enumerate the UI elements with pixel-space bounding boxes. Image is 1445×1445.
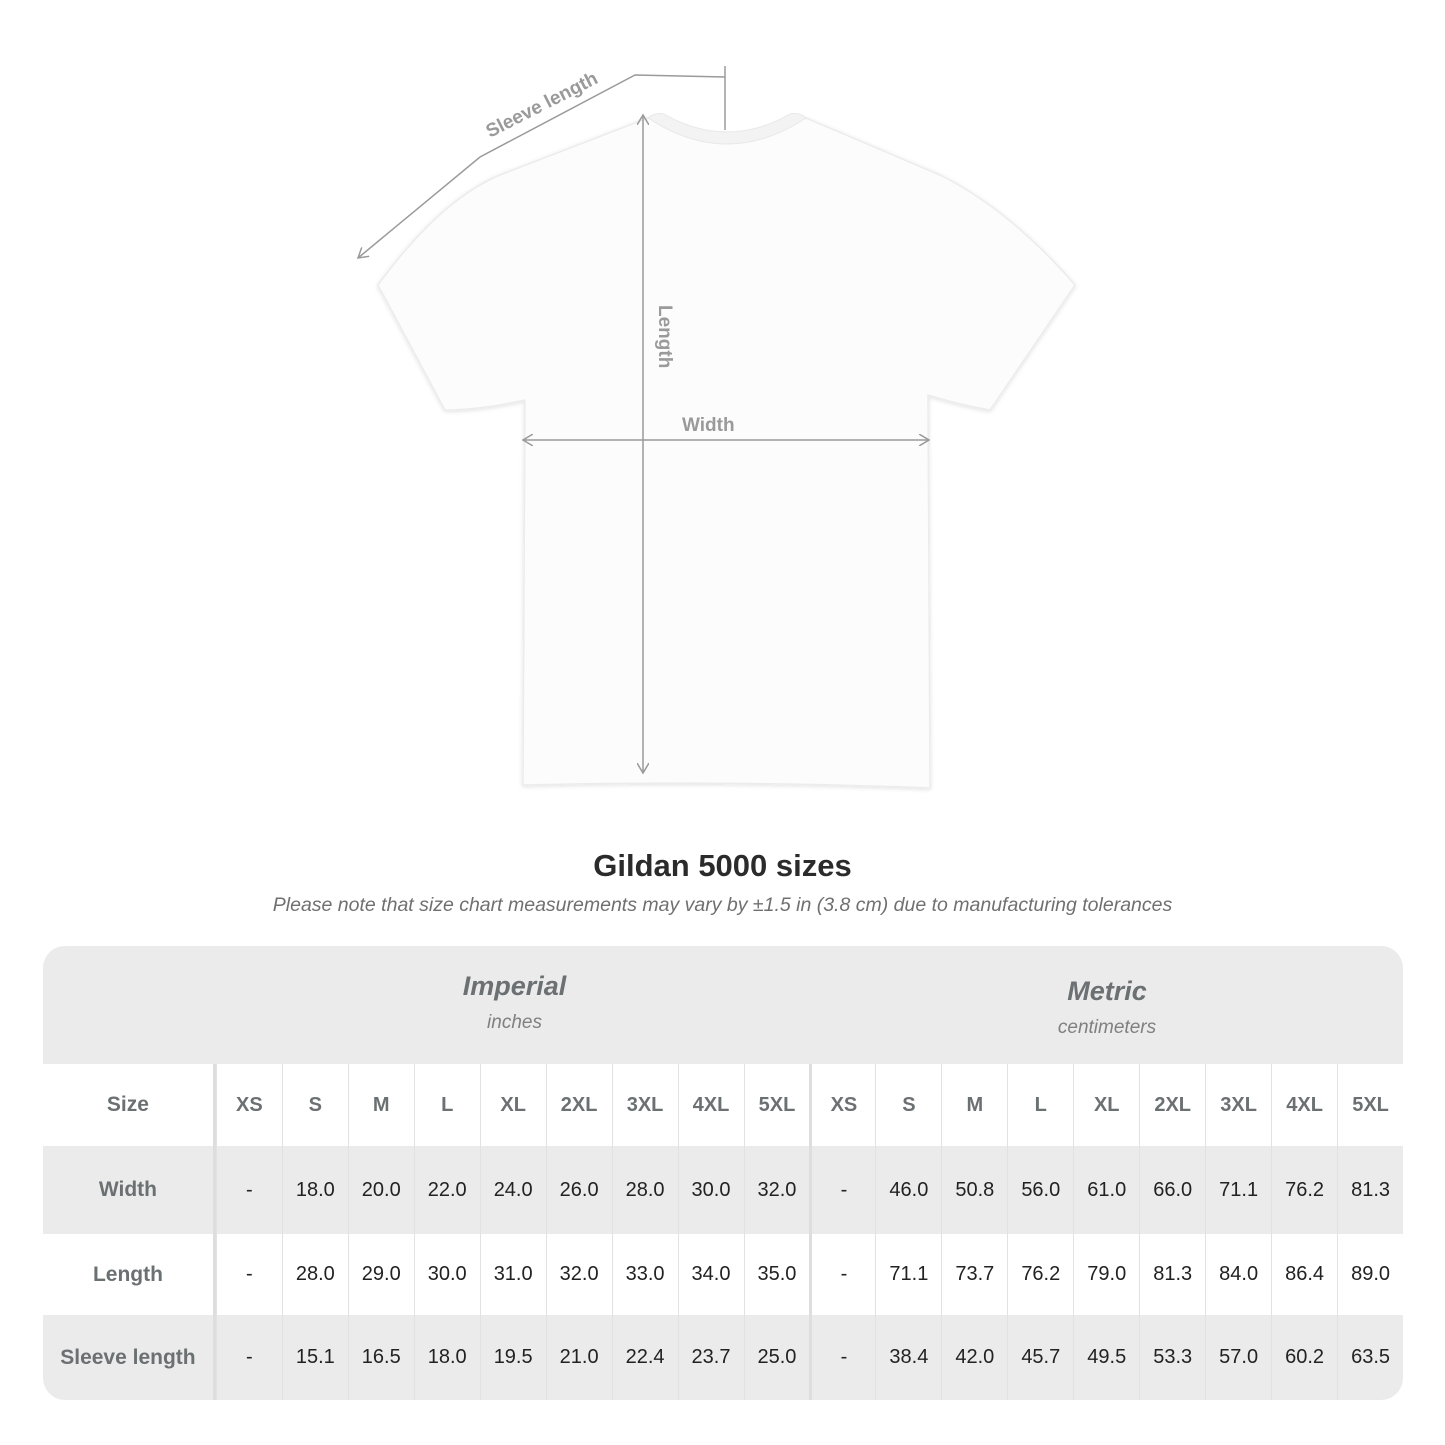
imperial-value: 28.0 (281, 1234, 348, 1315)
sleeve-length-measure-line (358, 66, 726, 258)
metric-size-xs: XS (809, 1064, 875, 1146)
metric-value: 86.4 (1271, 1234, 1337, 1315)
tshirt-shape (377, 117, 1076, 789)
metric-value: - (809, 1315, 875, 1400)
metric-size-4xl: 4XL (1271, 1064, 1337, 1146)
metric-title: Metric (1067, 976, 1147, 1006)
row-label: Width (43, 1146, 216, 1234)
tolerance-note: Please note that size chart measurements… (272, 894, 1173, 916)
row-label: Length (43, 1234, 216, 1315)
imperial-value: 16.5 (347, 1315, 414, 1400)
imperial-value: 20.0 (347, 1146, 414, 1234)
imperial-value: 31.0 (479, 1234, 546, 1315)
metric-value: 79.0 (1073, 1234, 1139, 1315)
imperial-value: 19.5 (479, 1315, 546, 1400)
metric-value: - (809, 1146, 875, 1234)
metric-value: 57.0 (1205, 1315, 1271, 1400)
metric-value: 42.0 (941, 1315, 1007, 1400)
unit-header-band (43, 946, 1403, 1064)
imperial-value: 30.0 (413, 1234, 480, 1315)
imperial-value: 18.0 (281, 1146, 348, 1234)
metric-value: 76.2 (1007, 1234, 1073, 1315)
width-label: Width (682, 415, 735, 436)
table-row: Sleeve length -15.1 16.5 18.0 19.5 21.0 22.4 23… (43, 1315, 1403, 1400)
imperial-size-2xl: 2XL (545, 1064, 612, 1146)
imperial-value: 35.0 (743, 1234, 810, 1315)
metric-value: 81.3 (1337, 1146, 1403, 1234)
imperial-value: 33.0 (611, 1234, 678, 1315)
metric-value: 71.1 (1205, 1146, 1271, 1234)
imperial-unit: inches (487, 1012, 542, 1033)
imperial-title: Imperial (462, 971, 567, 1001)
metric-value: 56.0 (1007, 1146, 1073, 1234)
imperial-value: 34.0 (677, 1234, 744, 1315)
imperial-value: 15.1 (281, 1315, 348, 1400)
sleeve-length-label: Sleeve length (483, 68, 602, 142)
imperial-size-m: M (347, 1064, 414, 1146)
metric-unit: centimeters (1057, 1017, 1157, 1038)
metric-size-xl: XL (1073, 1064, 1139, 1146)
table-row: Width -18.0 20.0 22.0 24.0 26.0 28.0 30.0 32.0-4… (43, 1146, 1403, 1234)
metric-size-3xl: 3XL (1205, 1064, 1271, 1146)
metric-value: 50.8 (941, 1146, 1007, 1234)
metric-value: 61.0 (1073, 1146, 1139, 1234)
imperial-value: 32.0 (743, 1146, 810, 1234)
metric-value: 53.3 (1139, 1315, 1205, 1400)
metric-value: - (809, 1234, 875, 1315)
metric-size-m: M (941, 1064, 1007, 1146)
metric-size-2xl: 2XL (1139, 1064, 1205, 1146)
metric-header: Metric centimeters (811, 976, 1403, 1039)
imperial-value: 21.0 (545, 1315, 612, 1400)
metric-value: 63.5 (1337, 1315, 1403, 1400)
metric-value: 60.2 (1271, 1315, 1337, 1400)
imperial-value: 30.0 (677, 1146, 744, 1234)
imperial-value: 22.4 (611, 1315, 678, 1400)
metric-size-l: L (1007, 1064, 1073, 1146)
metric-value: 66.0 (1139, 1146, 1205, 1234)
metric-value: 76.2 (1271, 1146, 1337, 1234)
table-row: Length -28.0 29.0 30.0 31.0 32.0 33.0 34.0 35.0-… (43, 1234, 1403, 1315)
imperial-size-l: L (413, 1064, 480, 1146)
imperial-size-s: S (281, 1064, 348, 1146)
imperial-value: 25.0 (743, 1315, 810, 1400)
length-label: Length (654, 305, 675, 368)
size-table: Imperial inches Metric centimeters Size X… (43, 946, 1403, 1400)
imperial-value: 23.7 (677, 1315, 744, 1400)
imperial-size-xs: XS (215, 1064, 282, 1146)
metric-value: 46.0 (875, 1146, 941, 1234)
collar (647, 113, 807, 145)
size-header-row: Size XS S M L XL 2XL 3XL 4XL 5XL XS S M L XL 2XL 3XL 4XL 5… (43, 1064, 1403, 1146)
row-label: Sleeve length (43, 1315, 216, 1400)
metric-value: 81.3 (1139, 1234, 1205, 1315)
imperial-value: 29.0 (347, 1234, 414, 1315)
metric-value: 38.4 (875, 1315, 941, 1400)
metric-value: 49.5 (1073, 1315, 1139, 1400)
size-label: Size (43, 1064, 216, 1146)
tshirt-diagram: Sleeve length Length Width (0, 66, 1076, 789)
metric-value: 89.0 (1337, 1234, 1403, 1315)
metric-value: 84.0 (1205, 1234, 1271, 1315)
metric-value: 71.1 (875, 1234, 941, 1315)
imperial-value: - (215, 1315, 282, 1400)
imperial-size-5xl: 5XL (743, 1064, 810, 1146)
metric-value: 73.7 (941, 1234, 1007, 1315)
imperial-size-4xl: 4XL (677, 1064, 744, 1146)
imperial-value: 26.0 (545, 1146, 612, 1234)
imperial-value: - (215, 1234, 282, 1315)
page-title: Gildan 5000 sizes (593, 848, 852, 883)
metric-size-s: S (875, 1064, 941, 1146)
imperial-header: Imperial inches (216, 971, 813, 1034)
metric-value: 45.7 (1007, 1315, 1073, 1400)
imperial-value: 24.0 (479, 1146, 546, 1234)
imperial-value: 22.0 (413, 1146, 480, 1234)
imperial-size-xl: XL (479, 1064, 546, 1146)
metric-size-5xl: 5XL (1337, 1064, 1403, 1146)
imperial-value: 32.0 (545, 1234, 612, 1315)
imperial-value: 18.0 (413, 1315, 480, 1400)
imperial-size-3xl: 3XL (611, 1064, 678, 1146)
imperial-value: 28.0 (611, 1146, 678, 1234)
imperial-value: - (215, 1146, 282, 1234)
